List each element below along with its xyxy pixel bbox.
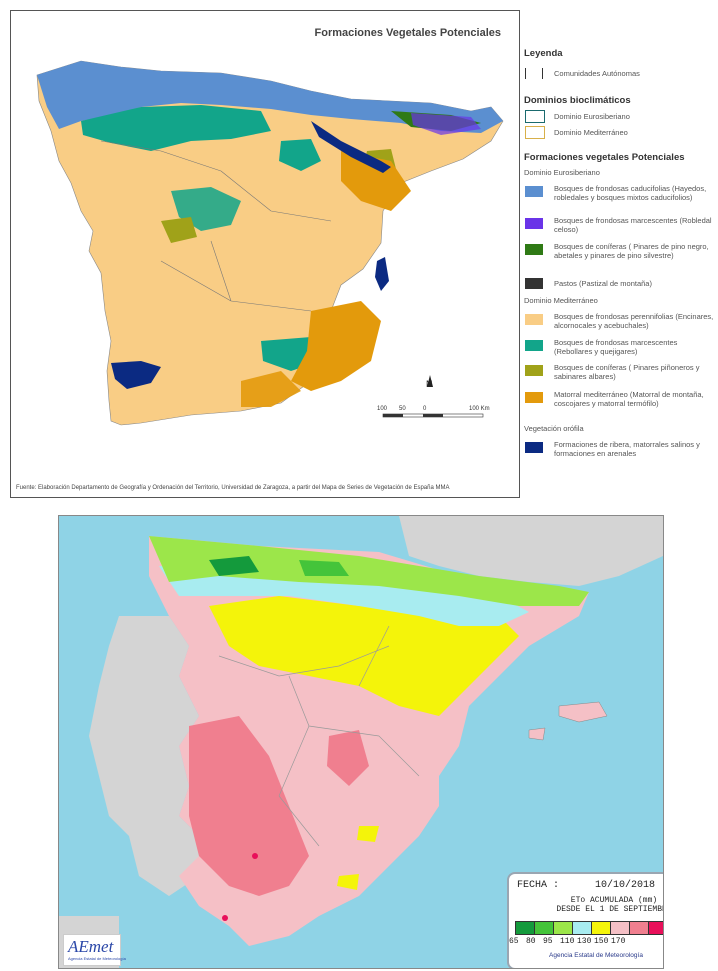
eto-red-central bbox=[327, 730, 369, 786]
colorbar-tick: 110 bbox=[560, 937, 575, 946]
legend-item-eurosiberiano: Dominio Eurosiberiano bbox=[524, 110, 714, 124]
colorbar-swatch bbox=[610, 921, 630, 935]
marcescent-area-3 bbox=[279, 139, 321, 171]
fecha-line: FECHA : 10/10/2018 bbox=[517, 880, 656, 891]
eto-yellow-south-1 bbox=[357, 826, 379, 842]
comunidades-lines bbox=[100, 140, 332, 312]
eto-darkgreen-1 bbox=[209, 556, 259, 576]
legend-formaciones-heading: Formaciones vegetales Potenciales bbox=[524, 152, 685, 163]
eto-legend-box: FECHA : 10/10/2018 ETo ACUMULADA (mm) DE… bbox=[507, 872, 664, 968]
marcescent-area-1 bbox=[81, 105, 271, 151]
riparian-levante bbox=[375, 257, 389, 291]
scale-label-km: 100 Km bbox=[469, 406, 490, 412]
scale-label-100: 100 bbox=[377, 406, 388, 412]
colorbar-tick: 130 bbox=[577, 937, 592, 946]
eto-label: ETo ACUMULADA (mm) DESDE EL 1 DE SEPTIEM… bbox=[556, 896, 664, 914]
robledal-celoso bbox=[411, 113, 481, 135]
eto-cyan-band bbox=[159, 566, 529, 626]
matorral-murcia bbox=[291, 301, 381, 391]
riparian-ebro bbox=[311, 121, 391, 173]
legend-swatch bbox=[525, 68, 543, 79]
legend-sub-eurosiberiano: Dominio Eurosiberiano bbox=[524, 168, 600, 177]
colorbar-swatch bbox=[648, 921, 663, 935]
eto-colorbar bbox=[515, 921, 663, 935]
conifer-area-2 bbox=[161, 217, 197, 243]
eto-map-graphic bbox=[59, 516, 663, 968]
legend: Leyenda Comunidades Autónomas Dominios b… bbox=[524, 48, 714, 458]
colorbar-swatch bbox=[591, 921, 611, 935]
province-outlines bbox=[218, 625, 420, 847]
eto-map: AEmet Agencia Estatal de Meteorología FE… bbox=[58, 515, 664, 969]
colorbar-swatch bbox=[572, 921, 592, 935]
colorbar-tick: 150 bbox=[594, 937, 609, 946]
colorbar-swatch bbox=[515, 921, 535, 935]
eto-yellow-south-2 bbox=[337, 874, 359, 890]
legend-heading: Leyenda bbox=[524, 48, 563, 59]
map-source: Fuente: Elaboración Departamento de Geog… bbox=[16, 485, 450, 491]
riparian-guadalquivir bbox=[111, 361, 161, 389]
eto-colorbar-ticks: 65 80 95 110 130 150 170 bbox=[509, 937, 663, 947]
colorbar-swatch bbox=[553, 921, 573, 935]
eurosiberian-band bbox=[37, 61, 503, 133]
vegetation-map-graphic bbox=[36, 60, 504, 426]
eto-green-2 bbox=[299, 560, 349, 576]
vegetation-map: Formaciones Vegetales Potenciales N 100 … bbox=[10, 10, 520, 498]
legend-item-mediterraneo: Dominio Mediterráneo bbox=[524, 126, 714, 140]
colorbar-tick: 65 bbox=[509, 937, 519, 946]
colorbar-tick: 80 bbox=[526, 937, 536, 946]
colorbar-tick: 95 bbox=[543, 937, 553, 946]
aemet-logo: AEmet Agencia Estatal de Meteorología bbox=[63, 934, 126, 966]
matorral-ebro bbox=[341, 151, 411, 211]
scale-label-50: 50 bbox=[399, 406, 406, 412]
eto-red-sw bbox=[189, 716, 309, 896]
eto-max-spot-1 bbox=[252, 853, 258, 859]
agency-label: Agencia Estatal de Meteorología bbox=[549, 952, 643, 959]
colorbar-tick: 170 bbox=[611, 937, 626, 946]
map-title: Formaciones Vegetales Potenciales bbox=[314, 27, 501, 39]
legend-dominios-heading: Dominios bioclimáticos bbox=[524, 95, 631, 106]
eto-lightgreen-north bbox=[149, 536, 589, 606]
north-label: N bbox=[426, 379, 433, 389]
portugal-land bbox=[89, 616, 209, 896]
matorral-andalucia bbox=[241, 371, 301, 407]
eto-max-spot-2 bbox=[222, 915, 228, 921]
balearic-islands bbox=[528, 701, 608, 741]
scale-label-0: 0 bbox=[423, 406, 427, 412]
legend-sub-orofilo: Vegetación orófila bbox=[524, 424, 584, 433]
legend-sub-mediterraneo: Dominio Mediterráneo bbox=[524, 296, 598, 305]
colorbar-swatch bbox=[629, 921, 649, 935]
north-arrow bbox=[427, 375, 433, 387]
france-land bbox=[399, 516, 663, 586]
legend-item-comunidades: Comunidades Autónomas bbox=[524, 66, 714, 80]
colorbar-swatch bbox=[534, 921, 554, 935]
